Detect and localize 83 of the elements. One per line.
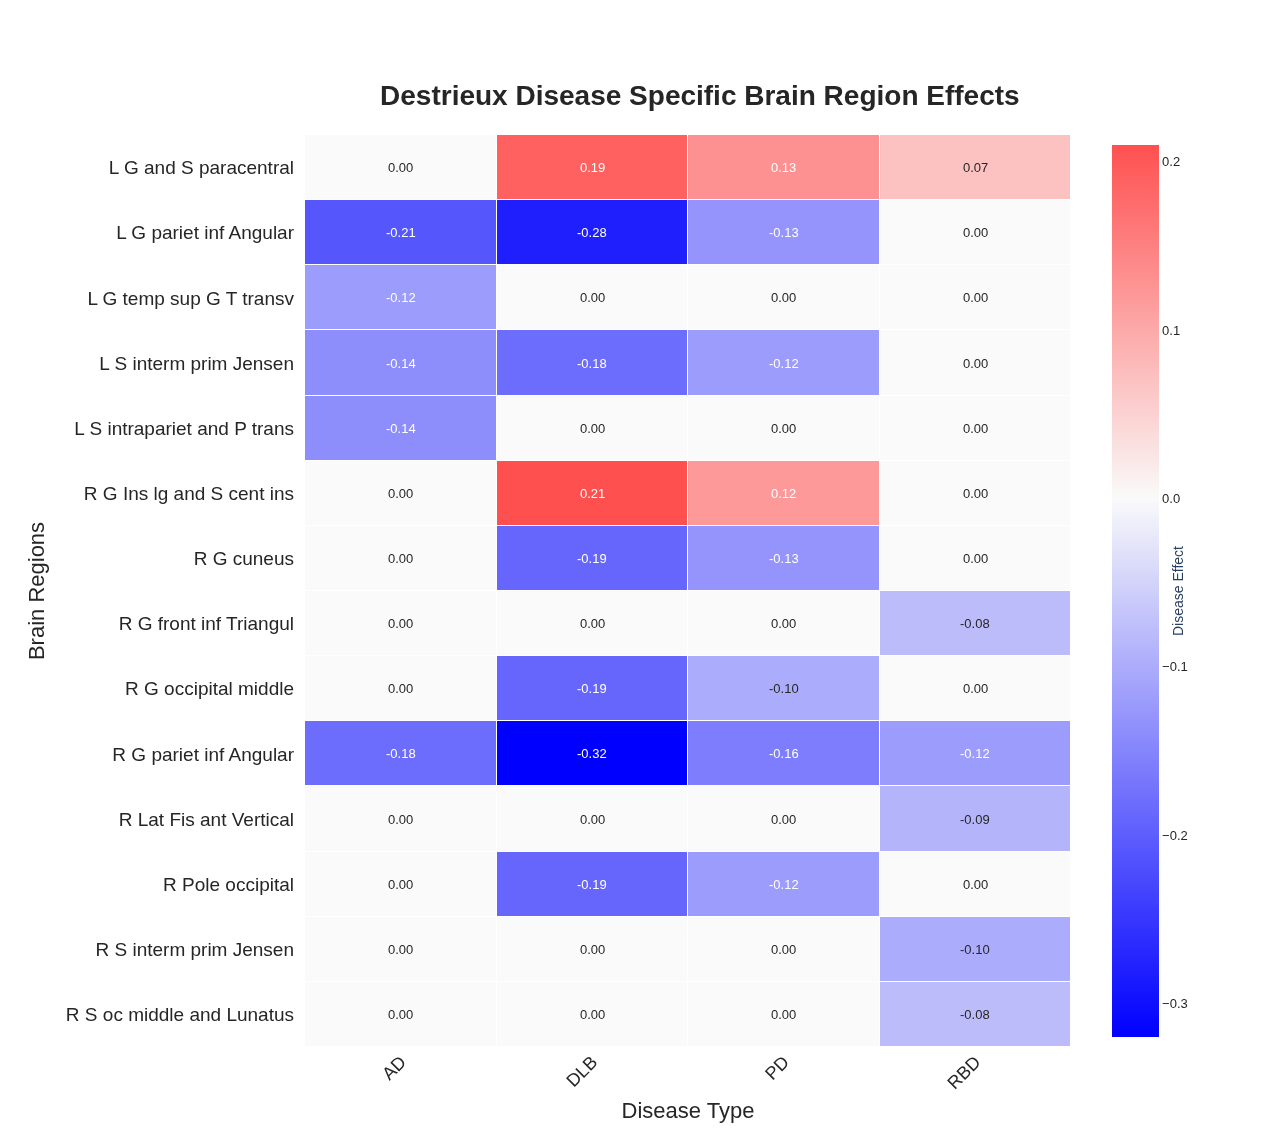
data-label: 0.00 bbox=[771, 1007, 797, 1022]
data-label: 0.07 bbox=[963, 160, 989, 175]
data-label: 0.00 bbox=[580, 942, 606, 957]
data-label: 0.00 bbox=[771, 942, 797, 957]
data-label: 0.00 bbox=[580, 616, 606, 631]
data-label: 0.00 bbox=[388, 812, 414, 827]
x-tick-label: AD bbox=[378, 1052, 410, 1084]
data-label: 0.00 bbox=[771, 616, 797, 631]
color-bar-label: 0.0 bbox=[1162, 490, 1181, 506]
x-tick-label: DLB bbox=[562, 1052, 602, 1091]
y-tick-label: R G Ins lg and S cent ins bbox=[83, 482, 294, 504]
color-bar-label: −0.3 bbox=[1162, 995, 1188, 1011]
y-tick-label: R S oc middle and Lunatus bbox=[65, 1004, 294, 1026]
data-label: 0.00 bbox=[963, 356, 989, 371]
data-label: 0.00 bbox=[388, 551, 414, 566]
data-label: -0.19 bbox=[577, 877, 607, 892]
data-label: 0.00 bbox=[771, 812, 797, 827]
color-bar-label: −0.2 bbox=[1162, 827, 1188, 843]
y-tick-label: L G pariet inf Angular bbox=[116, 222, 295, 244]
data-label: 0.00 bbox=[580, 421, 606, 436]
y-tick-label: L G temp sup G T transv bbox=[87, 287, 295, 309]
data-label: -0.12 bbox=[769, 877, 799, 892]
data-label: 0.00 bbox=[388, 616, 414, 631]
y-tick-label: R G front inf Triangul bbox=[118, 613, 294, 635]
data-label: -0.19 bbox=[577, 681, 607, 696]
data-label: -0.21 bbox=[386, 225, 416, 240]
data-label: -0.14 bbox=[386, 421, 416, 436]
color-bar-label: −0.1 bbox=[1162, 659, 1188, 675]
data-label: -0.19 bbox=[577, 551, 607, 566]
data-label: 0.00 bbox=[580, 812, 606, 827]
y-axis-title: Brain Regions bbox=[23, 521, 49, 661]
x-tick-label: PD bbox=[761, 1052, 793, 1084]
data-label: 0.00 bbox=[963, 551, 989, 566]
y-tick-label: R G cuneus bbox=[193, 548, 294, 570]
data-label: -0.12 bbox=[386, 290, 416, 305]
data-label: -0.16 bbox=[769, 746, 799, 761]
data-label: 0.00 bbox=[963, 290, 989, 305]
data-label: -0.13 bbox=[769, 225, 799, 240]
x-axis-title: Disease Type bbox=[621, 1097, 755, 1123]
data-label: -0.13 bbox=[769, 551, 799, 566]
data-label: -0.10 bbox=[769, 681, 799, 696]
y-tick-label: R S interm prim Jensen bbox=[95, 938, 294, 960]
data-label: -0.08 bbox=[960, 616, 990, 631]
data-label: 0.12 bbox=[771, 486, 797, 501]
y-tick-label: L G and S paracentral bbox=[108, 157, 294, 179]
data-label: -0.32 bbox=[577, 746, 607, 761]
data-label: 0.00 bbox=[771, 421, 797, 436]
data-label: 0.00 bbox=[388, 486, 414, 501]
data-label: -0.12 bbox=[960, 746, 990, 761]
data-label: 0.00 bbox=[388, 942, 414, 957]
data-label: 0.00 bbox=[388, 160, 414, 175]
data-label: 0.00 bbox=[580, 290, 606, 305]
data-label: 0.19 bbox=[580, 160, 606, 175]
chart-title: Destrieux Disease Specific Brain Region Effects bbox=[380, 80, 1020, 112]
data-label: -0.28 bbox=[577, 225, 607, 240]
data-label: 0.00 bbox=[388, 681, 414, 696]
color-bar-title: Disease Effect bbox=[1169, 545, 1186, 637]
y-tick-label: L S intrapariet and P trans bbox=[74, 417, 294, 439]
data-label: -0.09 bbox=[960, 812, 990, 827]
data-label: -0.18 bbox=[577, 356, 607, 371]
y-tick-label: L S interm prim Jensen bbox=[99, 352, 294, 374]
y-tick-label: R G occipital middle bbox=[125, 678, 294, 700]
data-label: 0.00 bbox=[963, 421, 989, 436]
data-label: -0.08 bbox=[960, 1007, 990, 1022]
y-tick-label: R Lat Fis ant Vertical bbox=[118, 808, 294, 830]
data-label: 0.00 bbox=[388, 877, 414, 892]
data-label: 0.00 bbox=[771, 290, 797, 305]
data-label: 0.00 bbox=[963, 486, 989, 501]
data-label: -0.18 bbox=[386, 746, 416, 761]
y-tick-label: R G pariet inf Angular bbox=[112, 743, 295, 765]
color-bar-label: 0.2 bbox=[1162, 154, 1181, 170]
color-bar-label: 0.1 bbox=[1162, 322, 1181, 338]
data-label: 0.00 bbox=[963, 877, 989, 892]
data-label: 0.00 bbox=[580, 1007, 606, 1022]
data-label: -0.14 bbox=[386, 356, 416, 371]
y-tick-label: R Pole occipital bbox=[163, 873, 294, 895]
data-label: -0.10 bbox=[960, 942, 990, 957]
data-label: -0.12 bbox=[769, 356, 799, 371]
data-label: 0.21 bbox=[580, 486, 606, 501]
data-label: 0.00 bbox=[963, 225, 989, 240]
data-label: 0.13 bbox=[771, 160, 797, 175]
data-label: 0.00 bbox=[963, 681, 989, 696]
data-label: 0.00 bbox=[388, 1007, 414, 1022]
